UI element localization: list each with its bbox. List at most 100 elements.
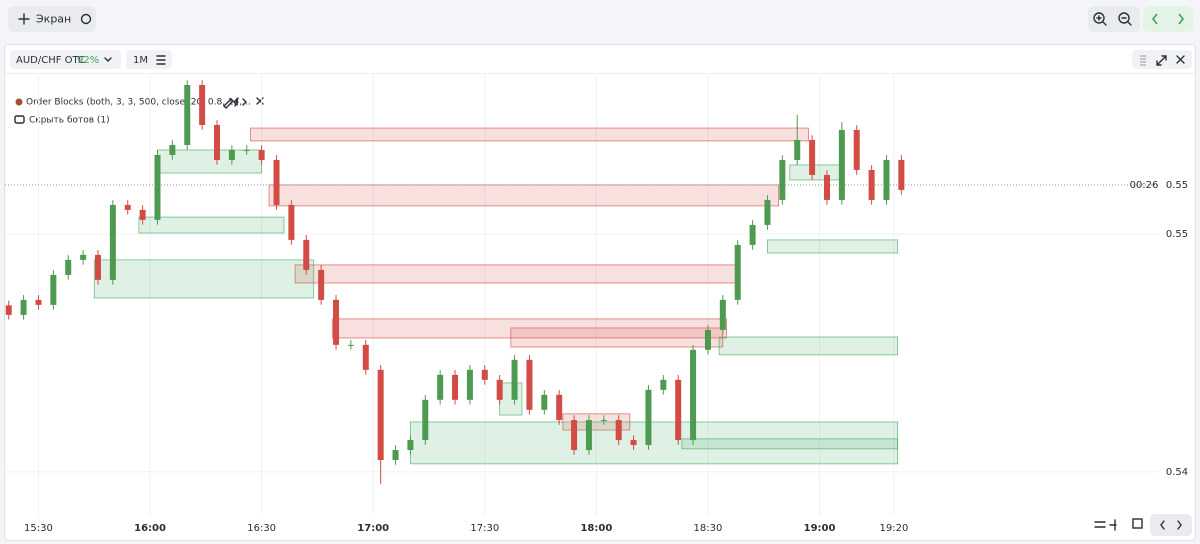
candle-body	[883, 159, 890, 200]
order-block	[510, 327, 724, 348]
candle-body	[645, 389, 652, 446]
candle-body	[214, 124, 221, 160]
candle-body	[838, 129, 845, 200]
candle-body	[898, 159, 905, 190]
order-block	[767, 239, 899, 254]
candle-body	[184, 84, 191, 145]
list-icon[interactable]	[1140, 55, 1146, 66]
indicator-label: Order Blocks (both, 3, 3, 500, close, 20…	[26, 98, 251, 108]
candle-body	[541, 394, 548, 410]
order-block	[138, 216, 285, 234]
copy-icon[interactable]	[1132, 518, 1143, 529]
dropdown-icon	[104, 57, 112, 62]
candle-body	[169, 144, 176, 155]
settings-icon[interactable]	[80, 13, 92, 25]
candle-body	[853, 129, 860, 170]
candle-body	[422, 399, 429, 441]
x-tick-label: 19:20	[880, 523, 909, 534]
chart-panel	[4, 44, 1196, 541]
candle-body	[20, 299, 27, 315]
candle-body	[94, 254, 101, 280]
menu-icon	[156, 55, 166, 65]
candle-body	[347, 344, 354, 346]
candle-body	[704, 329, 711, 350]
bots-toggle[interactable]: Скрыть ботов (1)	[29, 116, 110, 126]
order-block	[331, 318, 727, 339]
candle-body	[466, 369, 473, 400]
candle-body	[65, 259, 72, 275]
candle-body	[333, 299, 340, 345]
y-tick-label: 0.55	[1166, 229, 1188, 240]
x-tick-label: 16:30	[247, 523, 276, 534]
candle-body	[690, 349, 697, 441]
order-block	[718, 336, 899, 356]
candle-body	[794, 139, 801, 160]
candle-body	[154, 154, 161, 220]
candle-body	[764, 199, 771, 225]
candle-body	[50, 274, 57, 305]
payout: 92%	[77, 55, 99, 66]
x-tick-label: 15:30	[24, 523, 53, 534]
candle-body	[868, 169, 875, 200]
candle-body	[675, 379, 682, 441]
x-tick-label: 19:00	[804, 523, 836, 534]
zoom-in-icon	[1096, 15, 1107, 26]
candle-body	[124, 204, 131, 210]
symbol: AUD/CHF OTC	[16, 55, 85, 66]
candle-body	[496, 379, 503, 400]
bots-icon	[14, 115, 25, 124]
close-icon[interactable]	[1176, 55, 1185, 64]
candle-body	[809, 139, 816, 175]
candle-body	[823, 174, 830, 200]
candle-body	[526, 359, 533, 410]
y-tick-label: 0.54	[1166, 467, 1188, 478]
indicator-controls[interactable]	[223, 97, 264, 109]
x-tick-label: 17:30	[470, 523, 499, 534]
nav-arrows	[1151, 13, 1185, 25]
x-tick-label: 18:30	[694, 523, 723, 534]
candle-body	[660, 379, 667, 390]
candle-body	[481, 369, 488, 380]
zoom-in[interactable]	[1093, 12, 1105, 24]
candle-body	[273, 159, 280, 205]
expand-icon[interactable]	[1156, 55, 1167, 66]
scroll-arrows	[1160, 520, 1182, 530]
candle-body	[734, 244, 741, 300]
order-block	[93, 259, 315, 299]
candle-body	[719, 299, 726, 330]
candle-body	[407, 440, 414, 451]
x-tick-label: 16:00	[134, 523, 166, 534]
zoom-out[interactable]	[1118, 12, 1130, 24]
scroll-buttons[interactable]	[1150, 514, 1192, 536]
candle-body	[318, 269, 325, 300]
candle-body	[437, 374, 444, 400]
order-block	[681, 438, 899, 450]
candle-body	[749, 224, 756, 245]
nav-buttons[interactable]	[1143, 6, 1193, 32]
candle-body	[288, 204, 295, 240]
candle-body	[392, 450, 399, 461]
order-block	[250, 127, 809, 142]
symbol-selector[interactable]	[10, 50, 121, 69]
bottom-tools[interactable]	[1094, 519, 1117, 531]
countdown: 00:26	[1130, 180, 1159, 191]
candle-body	[80, 254, 87, 260]
candle-body	[362, 344, 369, 370]
screen-button[interactable]	[8, 6, 96, 32]
candle-body	[35, 299, 42, 305]
candle-body	[377, 369, 384, 461]
order-block	[499, 382, 523, 416]
candle-body	[600, 420, 607, 422]
candle-body	[109, 204, 116, 280]
candle-body	[571, 420, 578, 451]
order-block	[268, 184, 780, 207]
candle-body	[615, 420, 622, 441]
candle-body	[511, 359, 518, 400]
order-block	[789, 164, 843, 181]
candle-body	[630, 440, 637, 446]
order-block	[410, 421, 899, 465]
candle-body	[228, 149, 235, 160]
candle-body	[258, 149, 265, 160]
